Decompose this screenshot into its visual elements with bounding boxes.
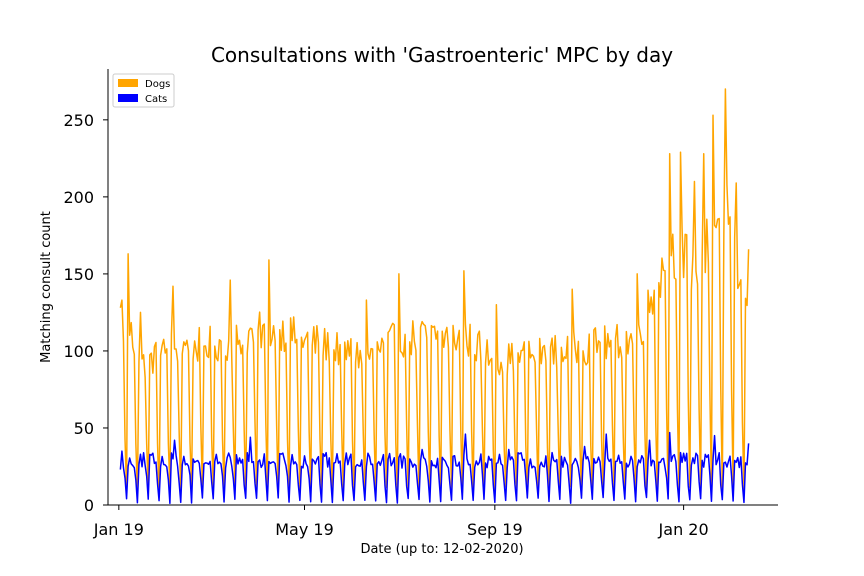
series-line-dogs [119,88,750,497]
legend-swatch-cats [118,94,138,102]
y-tick-label: 250 [63,111,94,130]
x-tick-label: Sep 19 [467,520,523,539]
y-tick-label: 100 [63,342,94,361]
y-tick-label: 50 [74,419,94,438]
x-tick-label: May 19 [275,520,334,539]
x-axis-ticks: Jan 19 May 19 Sep 19 Jan 20 [93,505,709,539]
y-tick-label: 0 [84,496,94,515]
x-tick-label: Jan 20 [658,520,709,539]
y-tick-label: 150 [63,265,94,284]
y-axis-label: Matching consult count [39,211,54,363]
y-tick-label: 200 [63,188,94,207]
x-axis-label: Date (up to: 12-02-2020) [360,542,523,557]
plot-area [107,69,778,506]
series-layer [119,88,750,505]
x-tick-label: Jan 19 [93,520,144,539]
y-axis-ticks: 0 50 100 150 200 250 [63,111,108,515]
legend-swatch-dogs [118,79,138,87]
legend-label-cats: Cats [145,94,167,105]
legend: Dogs Cats [112,73,175,108]
series-line-cats [119,431,750,505]
chart-title: Consultations with 'Gastroenteric' MPC b… [211,43,673,67]
legend-label-dogs: Dogs [145,79,170,90]
